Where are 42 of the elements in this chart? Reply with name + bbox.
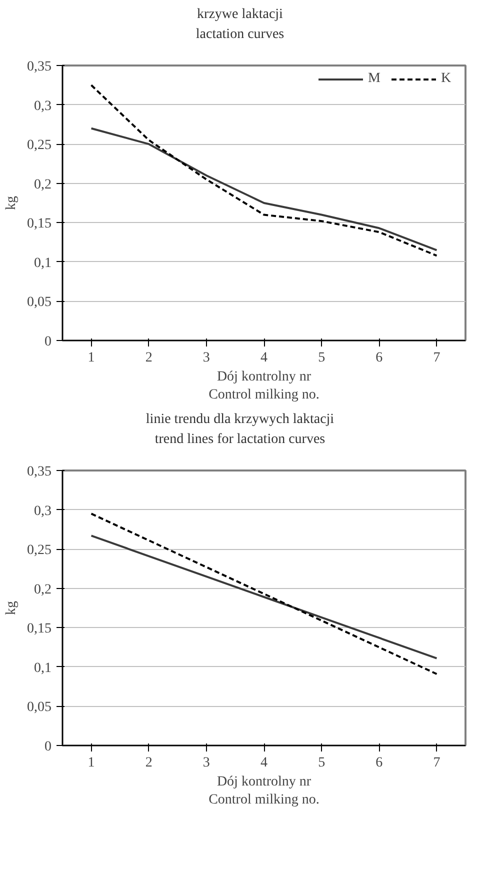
y-tick-label: 0,2	[34, 177, 52, 192]
x-tick-label: 1	[88, 350, 95, 366]
y-axis-title: kg	[4, 196, 19, 210]
y-tick-label: 0,1	[34, 660, 52, 676]
x-tick-label: 7	[433, 350, 440, 366]
y-tick-label: 0,3	[34, 98, 52, 114]
x-tick-label: 5	[318, 756, 326, 770]
x-tick-label: 5	[318, 350, 326, 366]
x-axis-title: Dój kontrolny nr Control milking no.	[208, 774, 320, 808]
legend-label: K	[441, 71, 452, 87]
y-tick-label: 0,35	[27, 464, 52, 480]
line-series	[90, 534, 438, 660]
x-tick-label: 4	[260, 756, 268, 770]
x-tick-label: 1	[88, 756, 95, 770]
x-tick-label: 6	[376, 350, 383, 366]
x-tick-label: 2	[145, 756, 152, 770]
y-tick-label: 0,35	[27, 60, 52, 74]
x-tick-label: 6	[376, 756, 383, 770]
y-tick-label: 0,05	[27, 295, 52, 310]
x-tick-label: 3	[202, 756, 210, 770]
y-tick-label: 0,25	[27, 138, 52, 154]
chart-title: linie trendu dla krzywych laktacji trend lines for lactation curves	[146, 411, 334, 449]
x-tick-label: 4	[260, 350, 268, 366]
line-series	[90, 512, 438, 675]
x-tick-label: 2	[145, 350, 152, 366]
y-tick-label: 0,15	[27, 216, 52, 232]
y-tick-label: 0,1	[34, 256, 52, 271]
y-tick-label: 0,25	[27, 543, 52, 558]
y-tick-label: 0	[44, 740, 52, 754]
line-series	[90, 84, 438, 257]
y-tick-label: 0,05	[27, 700, 52, 716]
x-tick-label: 3	[202, 350, 210, 366]
y-tick-label: 0	[44, 334, 52, 350]
legend-label: M	[368, 71, 382, 87]
x-axis-title: Dój kontrolny nr Control milking no.	[208, 370, 320, 402]
y-tick-label: 0,3	[34, 504, 52, 519]
y-tick-label: 0,2	[34, 582, 52, 598]
y-axis-title: kg	[4, 601, 19, 615]
x-tick-label: 7	[433, 756, 440, 770]
chart-title: krzywe laktacji lactation curves	[196, 6, 284, 44]
line-series	[90, 127, 438, 252]
y-tick-label: 0,15	[27, 622, 52, 637]
